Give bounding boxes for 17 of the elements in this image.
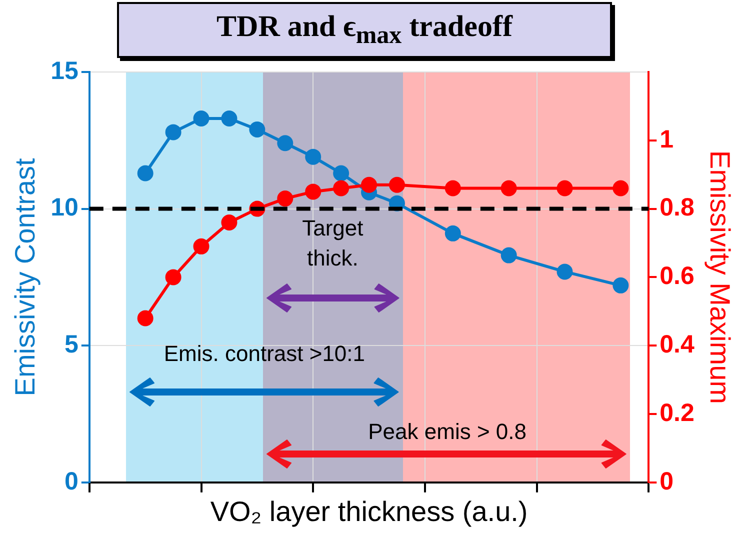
- y-tick-label: 0: [64, 467, 78, 496]
- chart-title: TDR and ϵ$_{max}$ tradeoff: [216, 10, 512, 50]
- y2-tick-label: 0.8: [660, 194, 694, 222]
- y-tick-label: 15: [50, 56, 78, 85]
- y2-tick-label: 0.6: [660, 262, 694, 290]
- annotation: Emis. contrast >10:1: [164, 341, 366, 366]
- y2-tick-label: 1: [660, 125, 674, 154]
- annotation: Target thick.: [302, 215, 364, 270]
- y2-tick-label: 0.4: [660, 330, 694, 358]
- x-axis-title: VO₂ layer thickness (a.u.): [210, 496, 528, 527]
- y2-axis-title: Emissivity Maximum: [704, 150, 736, 404]
- y-tick-label: 5: [64, 330, 78, 358]
- annotation: Peak emis > 0.8: [368, 419, 527, 444]
- y-axis-title: Emissivity Contrast: [10, 158, 41, 396]
- y2-tick-label: 0.2: [660, 398, 694, 427]
- y2-tick-label: 0: [660, 467, 674, 496]
- y-tick-label: 10: [50, 194, 78, 222]
